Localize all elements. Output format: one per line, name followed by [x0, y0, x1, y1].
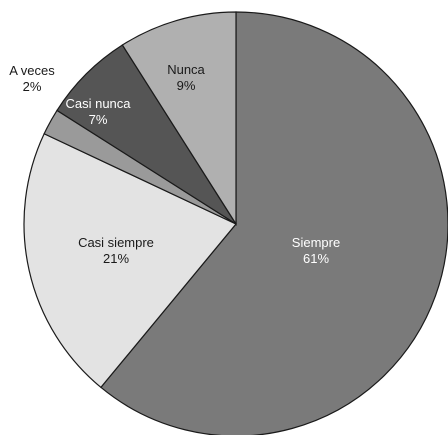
slice-value-casi-nunca: 7% — [89, 112, 108, 127]
slice-label-siempre: Siempre — [292, 235, 340, 250]
slice-value-siempre: 61% — [303, 251, 329, 266]
pie-slice-nunca — [121, 11, 237, 227]
slice-label-a-veces: A veces — [9, 63, 55, 78]
slice-value-casi-siempre: 21% — [103, 251, 129, 266]
pie-slice-siempre — [100, 11, 448, 435]
slice-value-nunca: 9% — [177, 78, 196, 93]
slice-label-casi-siempre: Casi siempre — [78, 235, 154, 250]
pie-slice-casi-siempre — [23, 132, 237, 389]
slice-label-casi-nunca: Casi nunca — [65, 96, 131, 111]
pie-slices — [23, 11, 448, 435]
slice-value-a-veces: 2% — [23, 79, 42, 94]
slice-label-nunca: Nunca — [167, 62, 205, 77]
